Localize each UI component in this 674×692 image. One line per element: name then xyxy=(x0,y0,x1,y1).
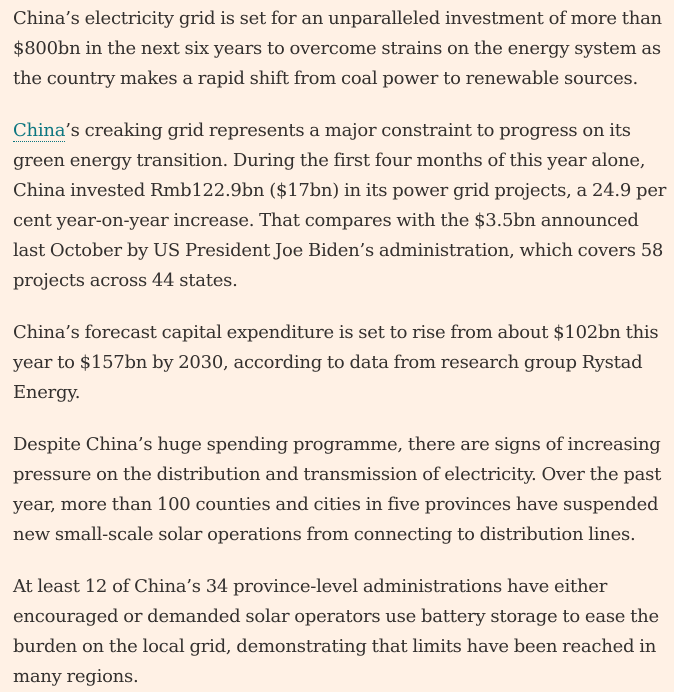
paragraph-5-text: At least 12 of China’s 34 province-level… xyxy=(13,576,659,687)
paragraph-1-text: China’s electricity grid is set for an u… xyxy=(13,8,662,89)
paragraph-1: China’s electricity grid is set for an u… xyxy=(13,4,674,94)
paragraph-5: At least 12 of China’s 34 province-level… xyxy=(13,572,674,692)
paragraph-3: China’s forecast capital expenditure is … xyxy=(13,318,674,408)
paragraph-4: Despite China’s huge spending programme,… xyxy=(13,430,674,550)
paragraph-2-text: ’s creaking grid represents a major cons… xyxy=(13,120,667,291)
paragraph-2: China’s creaking grid represents a major… xyxy=(13,116,674,296)
paragraph-3-text: China’s forecast capital expenditure is … xyxy=(13,322,659,403)
paragraph-4-text: Despite China’s huge spending programme,… xyxy=(13,434,662,545)
china-topic-link[interactable]: China xyxy=(13,120,66,142)
